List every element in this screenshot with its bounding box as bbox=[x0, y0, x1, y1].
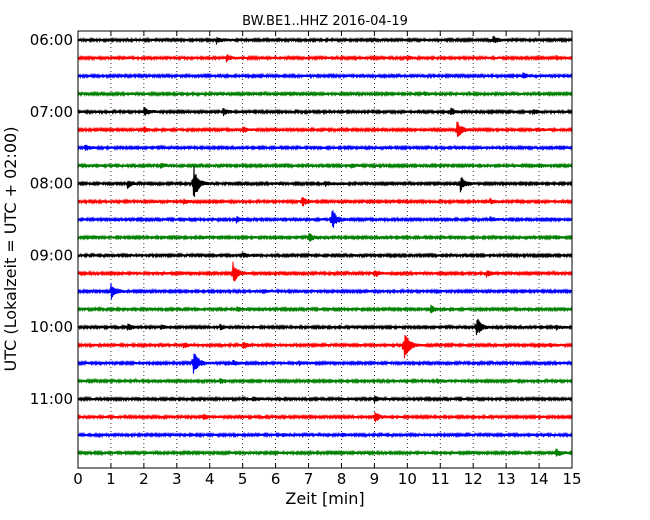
x-tick-label: 12 bbox=[464, 470, 483, 488]
trace-line bbox=[77, 334, 573, 359]
trace-group bbox=[77, 35, 573, 457]
x-tick-label: 14 bbox=[530, 470, 549, 488]
y-tick-label: 09:00 bbox=[30, 246, 73, 264]
x-tick-label: 7 bbox=[304, 470, 314, 488]
y-tick-label: 06:00 bbox=[30, 31, 73, 49]
y-tick-label: 07:00 bbox=[30, 103, 73, 121]
x-tick-label: 15 bbox=[562, 470, 581, 488]
trace-line bbox=[77, 166, 573, 197]
x-axis-ticks: 0 1 2 3 4 5 6 7 8 9 10 11 12 13 14 15 bbox=[73, 31, 582, 488]
x-tick-label: 3 bbox=[172, 470, 182, 488]
x-tick-label: 4 bbox=[205, 470, 215, 488]
y-tick-label: 10:00 bbox=[30, 318, 73, 336]
x-tick-label: 10 bbox=[398, 470, 417, 488]
x-tick-label: 8 bbox=[337, 470, 347, 488]
x-tick-label: 5 bbox=[238, 470, 248, 488]
x-tick-label: 9 bbox=[370, 470, 380, 488]
x-tick-label: 13 bbox=[497, 470, 516, 488]
x-tick-label: 0 bbox=[73, 470, 83, 488]
y-axis-label: UTC (Lokalzeit = UTC + 02:00) bbox=[1, 127, 20, 372]
y-tick-label: 11:00 bbox=[30, 390, 73, 408]
grid-lines bbox=[110, 31, 540, 468]
y-axis-ticks: 06:00 07:00 08:00 09:00 10:00 11:00 bbox=[30, 31, 572, 408]
chart-title: BW.BE1..HHZ 2016-04-19 bbox=[242, 14, 408, 29]
x-tick-label: 1 bbox=[106, 470, 116, 488]
x-axis-label: Zeit [min] bbox=[285, 489, 364, 508]
x-tick-label: 6 bbox=[271, 470, 281, 488]
x-tick-label: 2 bbox=[139, 470, 149, 488]
y-tick-label: 08:00 bbox=[30, 175, 73, 193]
trace-line bbox=[77, 261, 573, 282]
plot-frame bbox=[77, 30, 573, 469]
x-tick-label: 11 bbox=[431, 470, 450, 488]
